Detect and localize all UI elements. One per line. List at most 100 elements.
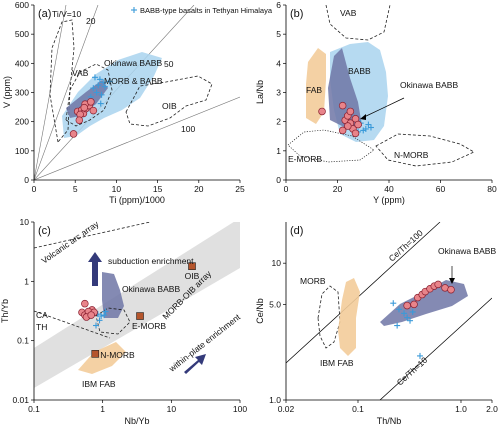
arrow-okinawa-b — [361, 97, 405, 119]
vab-field-a — [49, 19, 75, 143]
ticks-b: 0 20 40 60 80 0 1 2 3 4 5 6 — [276, 0, 497, 194]
nmorb-field-b — [375, 133, 475, 167]
data-point-circle — [69, 130, 78, 138]
field-label-ca: CA — [36, 310, 48, 320]
data-point-circle — [87, 98, 95, 106]
legend: BABB-type basalts in Tethyan Himalaya — [131, 6, 273, 15]
data-marks-a — [69, 74, 113, 138]
data-point-cross — [101, 83, 108, 90]
field-label-okinawa-a: Okinawa BABB — [104, 58, 162, 68]
x-axis-label-c: Nb/Yb — [124, 416, 149, 426]
y-tick-label: 2 — [276, 117, 281, 127]
y-tick-label: 200 — [15, 117, 29, 127]
y-tick-label: 0.1 — [17, 336, 29, 346]
data-point-circle — [354, 120, 362, 129]
x-tick-label: 0 — [284, 184, 289, 194]
panel-a: 0 5 10 15 20 25 0 100 200 300 400 500 600 (a) Ti/V=1… — [2, 0, 273, 205]
ibm-fab-field-c — [78, 342, 126, 374]
ratio-label-ce-th-100: Ce/Th=100 — [387, 228, 425, 264]
reference-point-oib — [188, 262, 196, 270]
data-point-cross — [101, 312, 108, 319]
field-label-morb-d: MORB — [300, 276, 326, 286]
data-point-cross — [390, 300, 397, 307]
y-tick-label: 300 — [15, 88, 29, 98]
x-tick-label: 10 — [112, 184, 122, 194]
field-label-okinawa-b: Okinawa BABB — [400, 80, 458, 90]
data-point-cross — [360, 127, 367, 134]
y-tick-label: 100 — [15, 146, 29, 156]
data-point-circle — [403, 301, 411, 310]
y-tick-label: 10 — [20, 217, 30, 227]
data-point-circle — [344, 122, 352, 130]
x-tick-label: 0.1 — [28, 404, 40, 414]
data-point-cross — [401, 310, 408, 317]
y-tick-label: 1 — [276, 146, 281, 156]
oib-field-a — [125, 75, 213, 127]
data-point-cross — [394, 322, 401, 329]
x-tick-label: 0.1 — [352, 404, 364, 414]
field-label-fab-b: FAB — [306, 85, 322, 95]
reference-label: OIB — [185, 271, 200, 281]
data-point-cross — [96, 317, 103, 324]
y-axis-label-d: Ce/Nb — [255, 298, 265, 324]
y-tick-label: 5 — [276, 29, 281, 39]
data-point-circle — [346, 107, 355, 116]
field-label-within-plate: within-plate enrichment — [166, 311, 242, 374]
tethyan-field-a — [62, 52, 162, 138]
x-axis-label-b: Y (ppm) — [373, 195, 405, 205]
data-point-cross — [409, 308, 416, 315]
ratio-label-100: 100 — [181, 124, 195, 134]
data-point-cross — [102, 308, 109, 315]
ratio-label-ce-th-10: Ce/Th=10 — [395, 355, 430, 388]
reference-label: N-MORB — [100, 350, 135, 360]
data-point-cross — [93, 89, 100, 96]
vab-field-b — [325, 5, 391, 41]
y-axis-label-c: Th/Yb — [0, 299, 10, 323]
data-point-circle — [351, 129, 360, 138]
data-point-cross — [98, 91, 105, 98]
data-marks-b — [318, 101, 374, 138]
data-marks-d — [390, 280, 455, 359]
field-label-ibm-fab-d: IBM FAB — [320, 358, 354, 368]
x-tick-label: 100 — [233, 404, 247, 414]
panel-label-d: (d) — [290, 225, 303, 237]
panel-b: 0 20 40 60 80 0 1 2 3 4 5 6 (b) VAB FAB BABB Okinaw… — [255, 0, 497, 205]
ticks-d: 0.02 0.1 1.0 2.0 1.0 5.0 10 — [269, 258, 498, 414]
x-tick-label: 10 — [167, 404, 177, 414]
field-label-emorb-b: E-MORB — [288, 154, 322, 164]
y-tick-label: 1 — [24, 276, 29, 286]
x-tick-label: 60 — [436, 184, 446, 194]
data-point-circle — [447, 285, 455, 294]
ratio-line-20 — [34, 5, 99, 180]
field-label-ibm-fab-c: IBM FAB — [82, 379, 116, 389]
x-tick-label: 25 — [235, 184, 245, 194]
data-point-cross — [97, 100, 104, 107]
data-point-circle — [81, 299, 89, 308]
field-label-vab-b: VAB — [340, 8, 357, 18]
x-tick-label: 0 — [32, 184, 37, 194]
ratio-line-100 — [34, 96, 240, 180]
legend-label: BABB-type basalts in Tethyan Himalaya — [140, 6, 273, 15]
field-label-vab-a: VAB — [72, 68, 89, 78]
field-label-babb-b: BABB — [348, 66, 371, 76]
ratio-label-20: 20 — [86, 16, 96, 26]
data-point-circle — [338, 126, 347, 135]
ratio-label-10: Ti/V=10 — [52, 9, 81, 19]
y-tick-label: 4 — [276, 58, 281, 68]
data-point-cross — [98, 313, 105, 320]
x-tick-label: 20 — [333, 184, 343, 194]
panel-label-a: (a) — [38, 8, 51, 20]
arrowhead-okinawa-d — [449, 278, 455, 284]
x-tick-label: 2.0 — [486, 404, 498, 414]
y-tick-label: 3 — [276, 88, 281, 98]
field-label-okinawa-d: Okinawa BABB — [438, 246, 496, 256]
y-tick-label: 5.0 — [269, 299, 281, 309]
data-point-circle — [89, 106, 98, 115]
ca-th-line — [34, 310, 111, 339]
ratio-label-50: 50 — [164, 59, 174, 69]
ratio-line-ce-th-10 — [379, 297, 492, 400]
x-tick-label: 1.0 — [455, 404, 467, 414]
data-point-circle — [75, 116, 84, 124]
